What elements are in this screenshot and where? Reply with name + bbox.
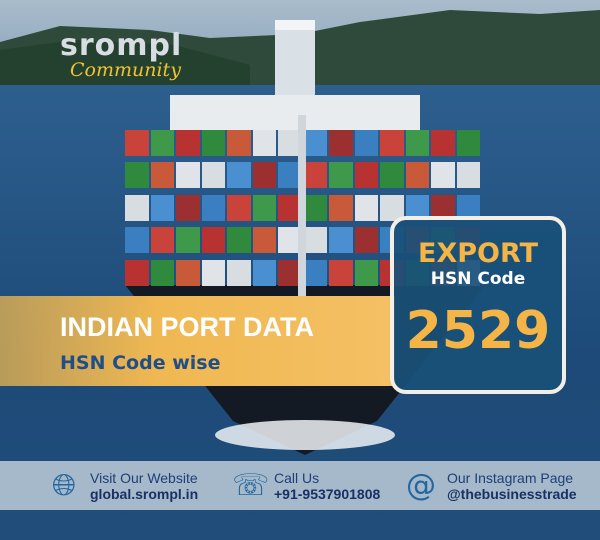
container [150,259,174,286]
container [252,259,276,286]
instagram-handle[interactable]: @thebusinesstrade [447,485,577,502]
container [176,130,200,156]
container [380,194,404,221]
banner-subtitle: HSN Code wise [60,352,221,374]
container [252,162,276,189]
container [278,130,302,156]
container [431,194,455,221]
container [150,194,174,221]
container [252,130,276,156]
container [278,162,302,189]
container [329,227,353,254]
banner-title: INDIAN PORT DATA [60,312,314,342]
phone-label: Call Us [274,469,320,486]
container [201,194,225,221]
container [201,162,225,189]
container [405,162,429,189]
container [125,162,149,189]
container [252,227,276,254]
container [125,130,149,156]
ship-wake [215,420,395,450]
contact-footer: 🌐︎ Visit Our Website global.srompl.in ☏ C… [0,461,600,510]
container [303,162,327,189]
container [329,259,353,286]
container [150,162,174,189]
container [303,194,327,221]
container [329,162,353,189]
hsn-code: 2529 [405,301,551,361]
website-link[interactable]: global.srompl.in [90,485,199,502]
container [456,162,480,189]
phone-number[interactable]: +91-9537901808 [274,485,381,502]
container [329,194,353,221]
container [303,227,327,254]
container [354,227,378,254]
container [278,227,302,254]
instagram-item[interactable]: @ Our Instagram Page @thebusinesstrade [405,461,577,510]
container [176,162,200,189]
container [354,162,378,189]
instagram-label: Our Instagram Page [447,469,574,486]
logo: srompl Community [60,28,182,81]
container [329,130,353,156]
hsn-code-box: EXPORT HSN Code 2529 [390,216,566,394]
container [125,194,149,221]
website-label: Visit Our Website [90,469,198,486]
container [456,194,480,221]
website-item[interactable]: 🌐︎ Visit Our Website global.srompl.in [48,461,198,510]
container [125,227,149,254]
container [150,130,174,156]
container [380,130,404,156]
ship-tower [275,20,315,100]
container [354,130,378,156]
banner-band [0,296,395,386]
container [227,227,251,254]
container [278,259,302,286]
globe-icon: 🌐︎ [52,467,76,503]
logo-brand: srompl [60,28,183,63]
container [176,227,200,254]
container [252,194,276,221]
container [125,259,149,286]
container [176,194,200,221]
container [150,227,174,254]
container [227,130,251,156]
container [405,130,429,156]
container [431,130,455,156]
container [405,194,429,221]
trade-type: EXPORT [418,238,538,269]
container [380,162,404,189]
container [201,259,225,286]
ship-bridge [170,95,420,130]
container [354,194,378,221]
logo-tagline: Community [70,59,181,81]
container [227,194,251,221]
container [303,259,327,286]
container [456,130,480,156]
phone-icon: ☏ [232,467,270,503]
hsn-label: HSN Code [430,269,526,289]
at-icon: @ [406,467,436,503]
phone-item[interactable]: ☏ Call Us +91-9537901808 [232,461,380,510]
container [176,259,200,286]
container [201,130,225,156]
container [227,259,251,286]
container [278,194,302,221]
container [201,227,225,254]
ship-mast [298,115,306,300]
container [354,259,378,286]
container [227,162,251,189]
container [303,130,327,156]
container [431,162,455,189]
